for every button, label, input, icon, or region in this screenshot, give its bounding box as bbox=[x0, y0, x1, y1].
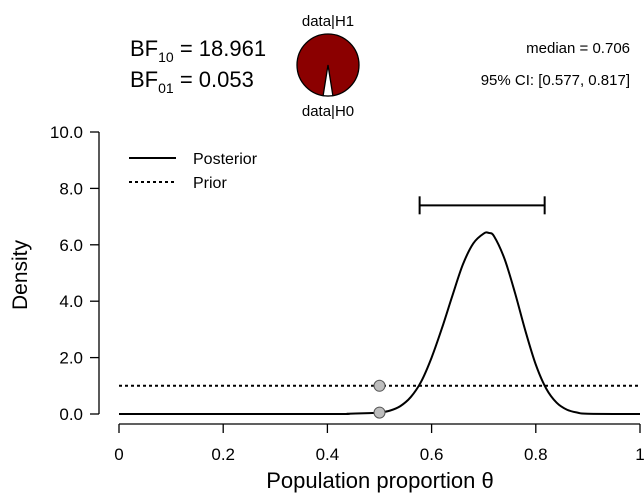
points-group bbox=[373, 379, 386, 419]
x-tick-label: 0.2 bbox=[211, 445, 235, 464]
x-tick-label: 0 bbox=[114, 445, 123, 464]
y-axis: 0.0 2.0 4.0 6.0 8.0 10.0 bbox=[50, 123, 100, 424]
pie-slice-h0 bbox=[322, 64, 334, 97]
bf01-text: BF01 = 0.053 bbox=[130, 67, 254, 96]
y-tick-label: 2.0 bbox=[59, 349, 83, 368]
y-tick-label: 6.0 bbox=[59, 236, 83, 255]
x-axis: 0 0.2 0.4 0.6 0.8 1 bbox=[114, 423, 644, 464]
x-tick-label: 0.4 bbox=[316, 445, 340, 464]
x-tick-label: 1 bbox=[635, 445, 644, 464]
y-axis-label: Density bbox=[9, 239, 32, 310]
bf10-text: BF10 = 18.961 bbox=[130, 36, 266, 65]
median-text: median = 0.706 bbox=[526, 40, 630, 57]
pie-top-label: data|H1 bbox=[302, 13, 354, 30]
x-tick-label: 0.8 bbox=[524, 445, 548, 464]
x-tick-label: 0.6 bbox=[420, 445, 444, 464]
pie-bottom-label: data|H0 bbox=[302, 103, 354, 120]
y-tick-label: 8.0 bbox=[59, 179, 83, 198]
ci-text: 95% CI: [0.577, 0.817] bbox=[481, 72, 630, 89]
legend-posterior-label: Posterior bbox=[193, 151, 258, 168]
bf-pie-chart bbox=[296, 33, 360, 97]
data-point bbox=[373, 406, 386, 419]
data-point bbox=[373, 379, 386, 392]
y-tick-label: 4.0 bbox=[59, 292, 83, 311]
legend-prior-label: Prior bbox=[193, 175, 227, 192]
y-tick-label: 0.0 bbox=[59, 405, 83, 424]
y-tick-label: 10.0 bbox=[50, 123, 83, 142]
credible-interval bbox=[418, 196, 546, 215]
legend: Posterior Prior bbox=[129, 151, 258, 192]
x-axis-label: Population proportion θ bbox=[266, 468, 494, 493]
